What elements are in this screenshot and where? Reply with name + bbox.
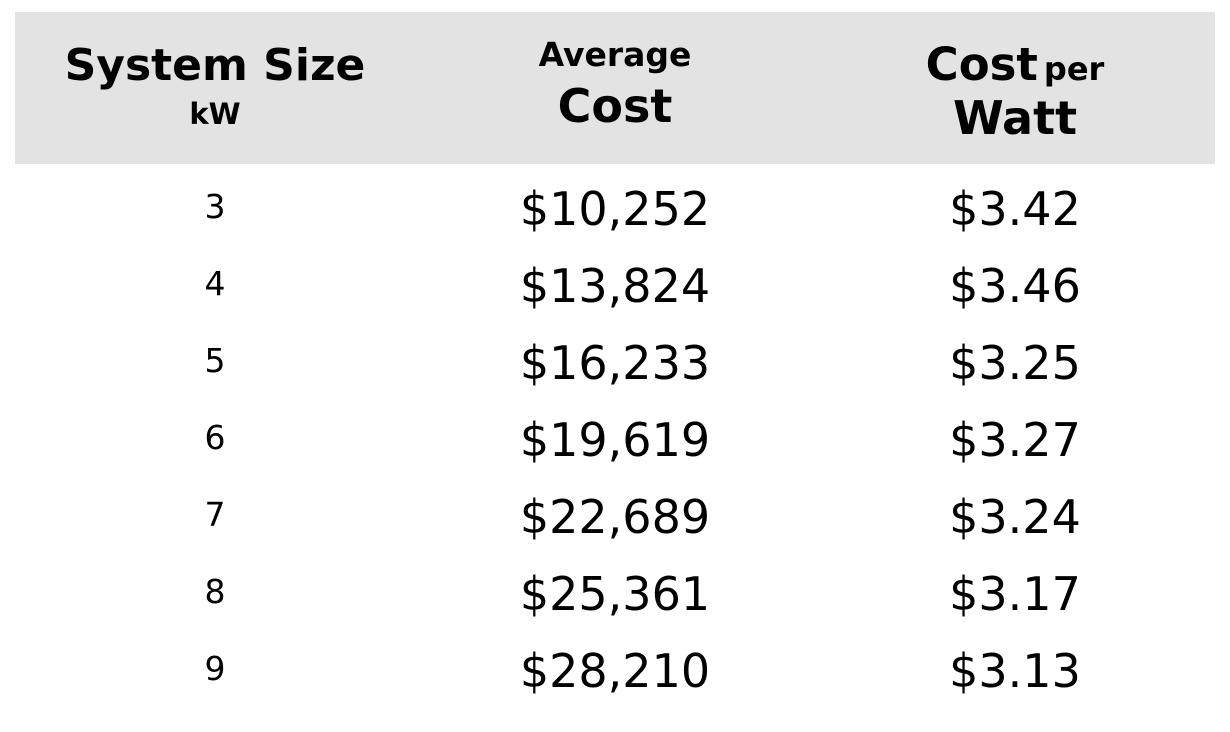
header-system-size-title: System Size [64, 40, 366, 91]
cell-system-size: 8 [204, 572, 226, 611]
cell-cost-per-watt: $3.24 [949, 490, 1081, 544]
header-average-cost: Average Cost [415, 38, 815, 129]
cell-system-size: 9 [204, 649, 226, 688]
cell-system-size: 7 [204, 495, 226, 534]
cell-cost-per-watt: $3.13 [949, 644, 1081, 698]
table-row: 5 $16,233 $3.25 [15, 332, 1215, 409]
cell-average-cost: $25,361 [519, 567, 711, 621]
header-system-size-unit: kW [189, 97, 241, 131]
cell-cost-per-watt: $3.25 [949, 336, 1081, 390]
header-cost-per-watt: Cost per Watt [815, 42, 1215, 141]
header-cost-per-watt-line1: Cost per [815, 42, 1215, 87]
table-row: 7 $22,689 $3.24 [15, 486, 1215, 563]
cell-system-size: 4 [204, 264, 226, 303]
cell-average-cost: $16,233 [519, 336, 711, 390]
cell-average-cost: $10,252 [519, 182, 711, 236]
header-average-cost-top: Average [538, 35, 692, 74]
header-cost-per-watt-per: per [1043, 50, 1105, 88]
table-row: 4 $13,824 $3.46 [15, 255, 1215, 332]
cost-table: System Size kW Average Cost Cost per Watt… [15, 12, 1215, 717]
cell-cost-per-watt: $3.17 [949, 567, 1081, 621]
table-row: 8 $25,361 $3.17 [15, 563, 1215, 640]
cell-system-size: 5 [204, 341, 226, 380]
cell-average-cost: $22,689 [519, 490, 711, 544]
cell-system-size: 3 [204, 187, 226, 226]
cell-cost-per-watt: $3.46 [949, 259, 1081, 313]
table-row: 3 $10,252 $3.42 [15, 178, 1215, 255]
header-cost-per-watt-cost: Cost [925, 38, 1038, 91]
cell-average-cost: $13,824 [519, 259, 711, 313]
cell-cost-per-watt: $3.42 [949, 182, 1081, 236]
header-cost-per-watt-watt: Watt [952, 91, 1078, 145]
table-row: 9 $28,210 $3.13 [15, 640, 1215, 717]
cell-average-cost: $19,619 [519, 413, 711, 467]
table-header: System Size kW Average Cost Cost per Watt [15, 12, 1215, 164]
table-body: 3 $10,252 $3.42 4 $13,824 $3.46 5 $16,233 $3.25 6… [15, 178, 1215, 717]
header-average-cost-bottom: Cost [557, 79, 673, 133]
cell-system-size: 6 [204, 418, 226, 457]
cell-average-cost: $28,210 [519, 644, 711, 698]
header-system-size: System Size kW [15, 44, 415, 129]
cell-cost-per-watt: $3.27 [949, 413, 1081, 467]
table-row: 6 $19,619 $3.27 [15, 409, 1215, 486]
